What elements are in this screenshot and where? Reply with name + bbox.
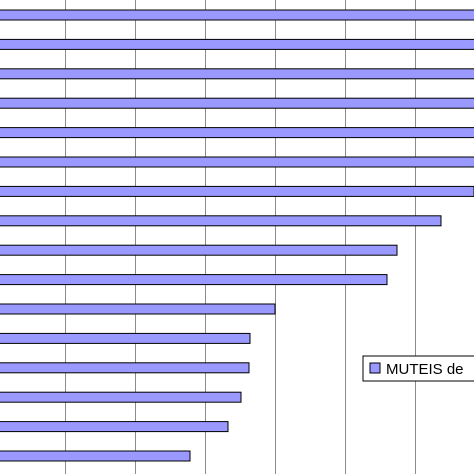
bar-1 [0,9,474,21]
bar-4 [0,97,474,109]
bar-5 [0,127,474,139]
legend-box [362,355,474,382]
bar-2 [0,38,474,50]
bar-10 [0,274,388,286]
bar-13 [0,362,250,374]
bar-9 [0,244,398,256]
legend: MUTEIS de [362,355,474,382]
bar-8 [0,215,442,227]
legend-swatch [369,362,381,374]
bar-11 [0,303,276,315]
bar-14 [0,391,242,403]
bar-6 [0,156,474,168]
bar-3 [0,68,474,80]
bar-15 [0,421,229,433]
legend-label: MUTEIS de [386,361,464,378]
bar-12 [0,332,251,344]
bar-7 [0,185,474,197]
bars-group [0,9,474,462]
bar-16 [0,450,191,462]
